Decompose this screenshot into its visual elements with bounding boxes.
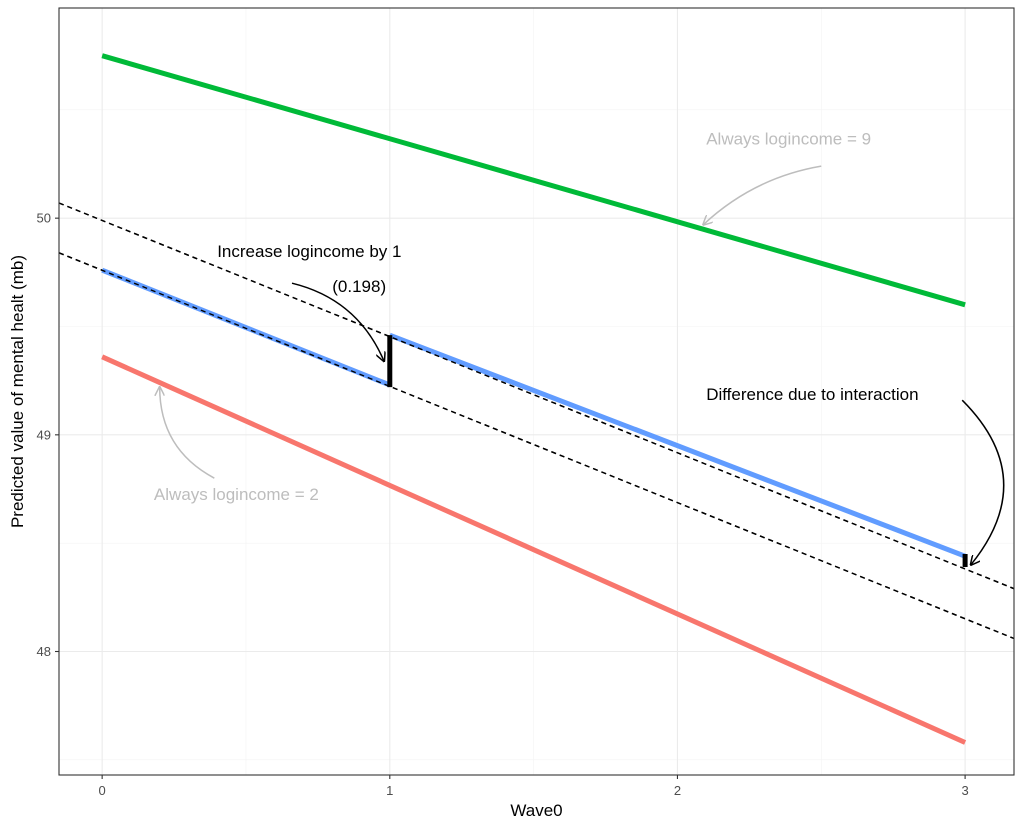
y-tick-label: 50: [37, 211, 51, 226]
y-tick-label: 49: [37, 427, 51, 442]
annotation-increase: Increase logincome by 1: [217, 242, 401, 261]
series-line-always_2: [101, 354, 967, 745]
x-axis-title: Wave0: [510, 801, 562, 820]
data-series: [58, 53, 1015, 745]
y-axis-title: Predicted value of mental healt (mb): [8, 255, 27, 528]
annotation-always9: Always logincome = 9: [706, 130, 871, 149]
plot-border: [58, 7, 1015, 776]
y-tick-label: 48: [37, 644, 51, 659]
annotation-increase_value: (0.198): [332, 277, 386, 296]
x-tick-label: 0: [99, 783, 106, 798]
dashed-line-overlay: [58, 202, 1015, 590]
x-tick-label: 2: [674, 783, 681, 798]
grid-major: [59, 8, 1014, 775]
annotation-interaction: Difference due to interaction: [706, 385, 918, 404]
series-line-always_9: [101, 53, 966, 308]
dashed-line-overlay: [58, 252, 1015, 640]
axis-ticks: 0 1 2 3 48 49 50: [37, 211, 969, 798]
annotations: Always logincome = 9 Increase logincome b…: [154, 130, 919, 504]
difference-segments: [387, 335, 968, 567]
x-tick-label: 1: [386, 783, 393, 798]
annotation-arrow-always2: [160, 387, 215, 479]
annotation-arrows: [160, 165, 1005, 565]
annotation-always2: Always logincome = 2: [154, 485, 319, 504]
x-tick-label: 3: [961, 783, 968, 798]
annotation-arrow-always9: [703, 165, 822, 225]
annotation-arrow-increase: [291, 282, 384, 361]
series-line-increase_a: [101, 267, 391, 388]
annotation-arrow-interaction: [961, 399, 1005, 565]
series-line-increase_b: [388, 332, 966, 559]
